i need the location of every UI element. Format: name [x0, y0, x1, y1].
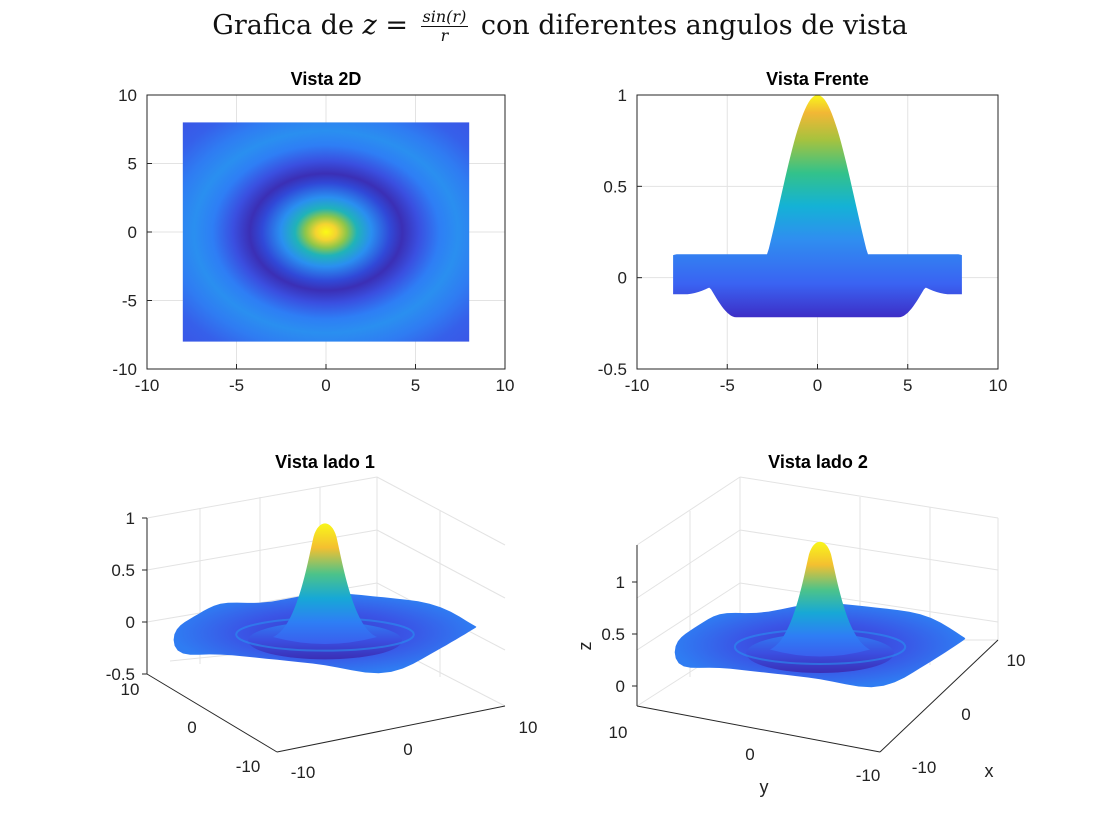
title-equals: = [376, 10, 417, 41]
y-axis-label: y [760, 777, 769, 797]
title-denominator: r [440, 26, 449, 45]
grid-line-3d [636, 529, 741, 599]
left-axis-tick-label: 10 [609, 723, 628, 742]
front-surface [673, 95, 962, 318]
axis-line-3d [636, 705, 881, 753]
axis-line-3d [276, 705, 506, 753]
grid-line-3d [636, 476, 741, 546]
z-tick-label: 0 [616, 677, 625, 696]
left-axis-tick-label: -10 [856, 766, 881, 785]
z-tick-label: 1 [616, 573, 625, 592]
x-axis-label: x [985, 761, 994, 781]
grid-line-3d [376, 529, 506, 599]
z-tick-label: 0.5 [601, 625, 625, 644]
right-axis-tick-label: 10 [1007, 651, 1026, 670]
x-tick-label: -10 [625, 376, 650, 395]
z-tick-label: 0.5 [111, 561, 135, 580]
y-tick-label: 10 [118, 86, 137, 105]
panel-title: Vista lado 2 [768, 452, 868, 472]
axis-line-3d [146, 673, 278, 753]
grid-line-3d [739, 582, 999, 623]
surface-peak [273, 523, 377, 644]
left-axis-tick-label: 0 [187, 718, 196, 737]
x-tick-label: 10 [496, 376, 515, 395]
x-tick-label: 5 [903, 376, 912, 395]
x-tick-label: -10 [135, 376, 160, 395]
panel-title: Vista lado 1 [275, 452, 375, 472]
y-tick-label: -5 [122, 292, 137, 311]
y-tick-label: 0 [128, 223, 137, 242]
z-tick-label: 1 [126, 509, 135, 528]
surface-peak [770, 541, 870, 657]
title-fraction: sin(r) r [420, 7, 469, 45]
left-axis-tick-label: -10 [236, 757, 261, 776]
title-numerator: sin(r) [420, 7, 469, 27]
grid-line-3d [146, 529, 378, 571]
grid-line-3d [636, 582, 741, 651]
left-axis-tick-label: 10 [121, 680, 140, 699]
grid-line-3d [146, 476, 378, 519]
figure-title: Grafica de z = sin(r) r con diferentes an… [0, 8, 1120, 45]
axis-line-3d [879, 639, 999, 753]
x-tick-label: 0 [813, 376, 822, 395]
z-tick-label: 0 [126, 613, 135, 632]
y-tick-label: 1 [618, 86, 627, 105]
title-prefix: Grafica de [212, 10, 363, 41]
y-tick-label: -10 [112, 360, 137, 379]
heatmap-surface [182, 122, 470, 342]
grid-line-3d [376, 476, 506, 546]
y-tick-label: 0 [618, 269, 627, 288]
right-axis-tick-label: -10 [912, 758, 937, 777]
title-variable: z [362, 10, 377, 41]
z-axis-label: z [575, 642, 595, 651]
panel-vista-lado-1: Vista lado 1 -0.5 0 0.5 1 10 0 -10 -10 0 10 [106, 452, 538, 782]
grid-line-3d [739, 476, 999, 519]
panel-vista-2d: -10 -5 0 5 10 -10 -5 0 5 10 Vista 2D [112, 69, 514, 395]
panel-vista-lado-2: Vista lado 2 0 0.5 1 10 0 -10 -10 0 10 z y x [575, 452, 1025, 797]
x-tick-label: 10 [989, 376, 1008, 395]
panel-vista-frente: -10 -5 0 5 10 -0.5 0 0.5 1 Vista Frente [598, 69, 1008, 395]
x-tick-label: 5 [411, 376, 420, 395]
panel-title: Vista 2D [291, 69, 362, 89]
y-tick-label: 0.5 [603, 177, 627, 196]
x-tick-label: -5 [229, 376, 244, 395]
grid-line-3d [739, 529, 999, 571]
left-axis-tick-label: 0 [745, 745, 754, 764]
panel-title: Vista Frente [766, 69, 869, 89]
title-suffix: con diferentes angulos de vista [472, 10, 908, 41]
right-axis-tick-label: 0 [403, 740, 412, 759]
y-tick-label: -0.5 [598, 360, 627, 379]
right-axis-tick-label: 10 [519, 718, 538, 737]
right-axis-tick-label: -10 [291, 763, 316, 782]
x-tick-label: 0 [321, 376, 330, 395]
right-axis-tick-label: 0 [961, 705, 970, 724]
y-tick-label: 5 [128, 155, 137, 174]
x-tick-label: -5 [720, 376, 735, 395]
z-tick-label: -0.5 [106, 665, 135, 684]
